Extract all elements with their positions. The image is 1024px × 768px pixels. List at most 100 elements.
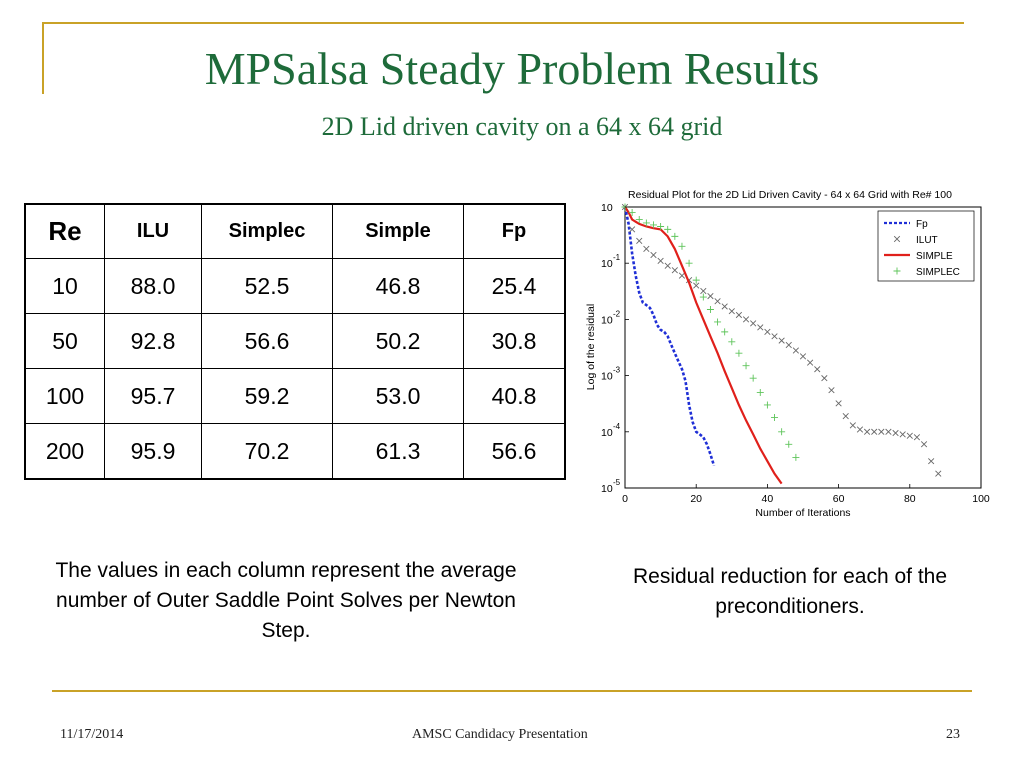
table-header-cell: Simplec bbox=[201, 203, 333, 259]
table-row: 200 95.9 70.2 61.3 56.6 bbox=[24, 423, 566, 480]
data-point-simplec bbox=[657, 222, 665, 230]
data-point-simplec bbox=[749, 374, 757, 382]
data-point-ilut bbox=[700, 287, 707, 295]
series-line-fp bbox=[623, 206, 716, 466]
table-caption: The values in each column represent the … bbox=[55, 559, 517, 642]
data-point-ilut bbox=[863, 428, 871, 435]
table-cell: 88.0 bbox=[104, 258, 202, 314]
data-point-ilut bbox=[650, 251, 657, 259]
data-point-ilut bbox=[885, 428, 892, 435]
data-point-ilut bbox=[664, 262, 671, 269]
data-point-ilut bbox=[799, 353, 807, 360]
x-tick-label: 40 bbox=[762, 493, 774, 505]
data-point-simplec bbox=[692, 276, 700, 284]
table-cell: 100 bbox=[24, 368, 105, 424]
table-cell: 92.8 bbox=[104, 313, 202, 369]
y-tick-label: 10 bbox=[601, 427, 613, 439]
table-cell: 70.2 bbox=[201, 423, 333, 480]
table-cell: 53.0 bbox=[332, 368, 464, 424]
y-tick-exponent: -1 bbox=[613, 253, 621, 262]
top-rule bbox=[42, 22, 964, 24]
legend-label: SIMPLEC bbox=[916, 267, 960, 278]
table-cell: 52.5 bbox=[201, 258, 333, 314]
data-point-ilut bbox=[871, 428, 878, 435]
data-point-ilut bbox=[913, 434, 921, 441]
y-tick-exponent: -5 bbox=[613, 478, 621, 487]
data-point-ilut bbox=[735, 311, 743, 319]
table-cell: 40.8 bbox=[463, 368, 566, 424]
plot-frame bbox=[624, 206, 982, 489]
x-tick-label: 60 bbox=[833, 493, 845, 505]
plot-caption: Residual reduction for each of the preco… bbox=[632, 565, 948, 618]
table-cell: 10 bbox=[24, 258, 105, 314]
slide-title: MPSalsa Steady Problem Results bbox=[204, 43, 820, 94]
data-point-simplec bbox=[664, 225, 672, 233]
data-point-ilut bbox=[821, 375, 828, 382]
data-point-ilut bbox=[771, 333, 778, 340]
data-point-simplec bbox=[763, 401, 771, 409]
footer-center: AMSC Candidacy Presentation bbox=[412, 727, 588, 742]
data-point-ilut bbox=[906, 432, 913, 439]
table-header-cell: Re bbox=[24, 203, 105, 259]
data-point-ilut bbox=[742, 316, 750, 323]
data-point-ilut bbox=[928, 458, 935, 465]
data-point-simplec bbox=[678, 242, 686, 250]
data-point-ilut bbox=[920, 441, 928, 448]
data-point-ilut bbox=[856, 426, 864, 433]
table-cell: 95.7 bbox=[104, 368, 202, 424]
data-point-ilut bbox=[757, 324, 764, 331]
x-axis-label: Number of Iterations bbox=[755, 507, 850, 519]
table-row: 50 92.8 56.6 50.2 30.8 bbox=[24, 313, 566, 369]
table-cell: 25.4 bbox=[463, 258, 566, 314]
data-point-simplec bbox=[642, 219, 650, 227]
data-point-simplec bbox=[756, 389, 764, 397]
table-cell: 95.9 bbox=[104, 423, 202, 480]
table-cell: 30.8 bbox=[463, 313, 566, 369]
y-tick-label: 10 bbox=[601, 258, 613, 270]
table-cell: 56.6 bbox=[463, 423, 566, 480]
legend-label: Fp bbox=[916, 219, 928, 230]
data-point-ilut bbox=[678, 272, 686, 279]
data-point-ilut bbox=[629, 226, 636, 233]
table-cell: 56.6 bbox=[201, 313, 333, 369]
data-point-simplec bbox=[706, 306, 714, 314]
table-row: 10 88.0 52.5 46.8 25.4 bbox=[24, 258, 566, 314]
data-point-ilut bbox=[807, 359, 814, 366]
legend-swatch bbox=[893, 267, 901, 275]
data-point-ilut bbox=[750, 320, 757, 327]
data-point-simplec bbox=[742, 362, 750, 370]
table-row: 100 95.7 59.2 53.0 40.8 bbox=[24, 368, 566, 424]
residual-plot: Residual Plot for the 2D Lid Driven Cavi… bbox=[578, 180, 998, 525]
data-point-ilut bbox=[892, 429, 899, 437]
data-point-ilut bbox=[643, 245, 650, 252]
table-header-cell: Fp bbox=[463, 203, 566, 259]
footer-page-number: 23 bbox=[946, 727, 960, 742]
table-cell: 61.3 bbox=[332, 423, 464, 480]
x-tick-label: 0 bbox=[622, 493, 628, 505]
table-cell: 50 bbox=[24, 313, 105, 369]
y-tick-label: 10 bbox=[601, 202, 613, 214]
data-point-ilut bbox=[636, 237, 643, 244]
data-point-ilut bbox=[842, 413, 849, 420]
data-point-simplec bbox=[728, 338, 736, 346]
data-point-simplec bbox=[649, 221, 657, 229]
chart-legend: Fp ILUT SIMPLE SIMPLEC bbox=[877, 210, 975, 282]
data-point-ilut bbox=[728, 308, 735, 315]
table-cell: 50.2 bbox=[332, 313, 464, 369]
table-header-cell: Simple bbox=[332, 203, 464, 259]
results-table: Re ILU Simplec Simple Fp 10 88.0 52.5 46… bbox=[24, 203, 566, 480]
data-point-ilut bbox=[899, 431, 906, 438]
data-point-simplec bbox=[792, 453, 800, 461]
x-tick-label: 80 bbox=[904, 493, 916, 505]
chart-title: Residual Plot for the 2D Lid Driven Cavi… bbox=[628, 189, 952, 201]
table-cell: 59.2 bbox=[201, 368, 333, 424]
data-point-simplec bbox=[735, 349, 743, 357]
data-point-simplec bbox=[699, 293, 707, 301]
series-layer bbox=[621, 203, 942, 485]
legend-label: ILUT bbox=[916, 235, 938, 246]
y-tick-exponent: -4 bbox=[613, 422, 621, 431]
slide-subtitle: 2D Lid driven cavity on a 64 x 64 grid bbox=[321, 112, 723, 141]
table-header-cell: ILU bbox=[104, 203, 202, 259]
y-tick-label: 10 bbox=[601, 483, 613, 495]
